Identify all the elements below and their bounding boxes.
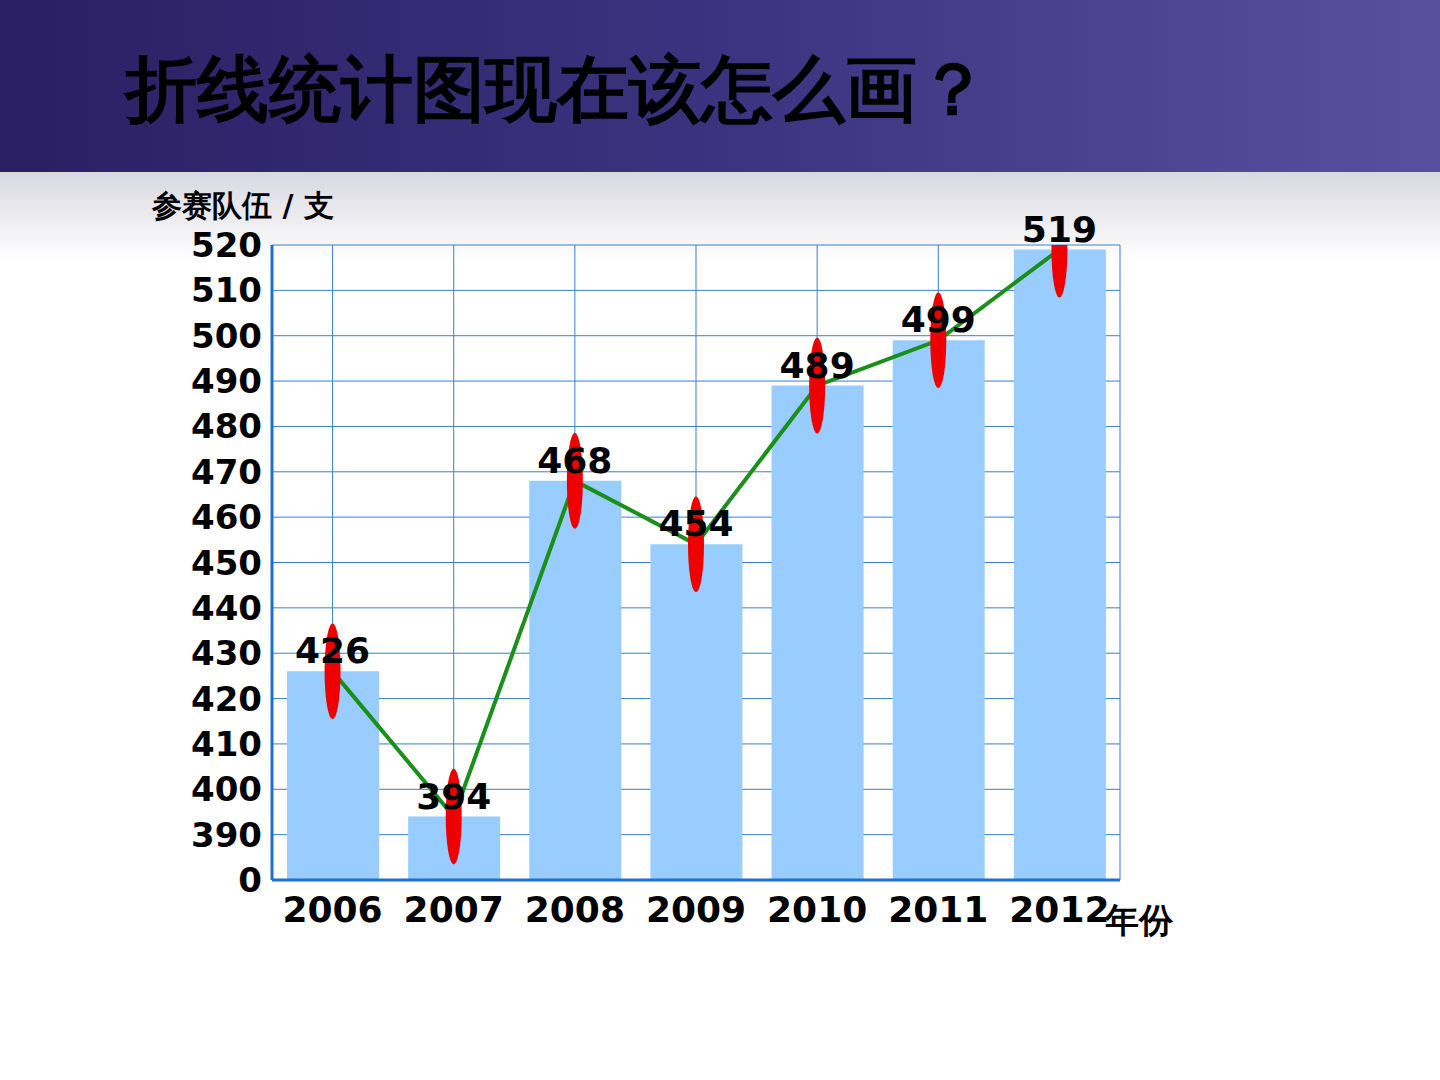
svg-text:520: 520 — [191, 225, 262, 265]
html-text:折线统计图现在该怎么画？: 折线统计图现在该怎么画？ — [125, 47, 989, 131]
svg-text:2011: 2011 — [888, 889, 988, 930]
svg-text:468: 468 — [537, 440, 612, 481]
svg-text:420: 420 — [191, 679, 262, 719]
svg-text:519: 519 — [1022, 209, 1097, 250]
svg-text:450: 450 — [191, 543, 262, 583]
html-text:年份: 年份 — [1105, 900, 1173, 940]
svg-text:460: 460 — [191, 497, 262, 537]
svg-text:490: 490 — [191, 361, 262, 401]
svg-text:510: 510 — [191, 270, 262, 310]
html-text:参赛队伍 / 支: 参赛队伍 / 支 — [152, 188, 334, 223]
svg-text:2008: 2008 — [525, 889, 625, 930]
svg-text:489: 489 — [780, 345, 855, 386]
svg-text:2007: 2007 — [404, 889, 504, 930]
svg-text:2006: 2006 — [282, 889, 382, 930]
svg-text:454: 454 — [658, 503, 733, 544]
svg-text:440: 440 — [191, 588, 262, 628]
svg-text:426: 426 — [295, 630, 370, 671]
svg-text:470: 470 — [191, 452, 262, 492]
svg-text:2010: 2010 — [767, 889, 867, 930]
svg-text:430: 430 — [191, 633, 262, 673]
svg-text:390: 390 — [191, 815, 262, 855]
svg-text:394: 394 — [416, 776, 491, 817]
svg-text:2012: 2012 — [1009, 889, 1109, 930]
svg-text:410: 410 — [191, 724, 262, 764]
svg-text:0: 0 — [238, 860, 262, 900]
svg-text:480: 480 — [191, 406, 262, 446]
svg-text:500: 500 — [191, 316, 262, 356]
svg-text:2009: 2009 — [646, 889, 746, 930]
svg-text:400: 400 — [191, 769, 262, 809]
svg-text:499: 499 — [901, 299, 976, 340]
